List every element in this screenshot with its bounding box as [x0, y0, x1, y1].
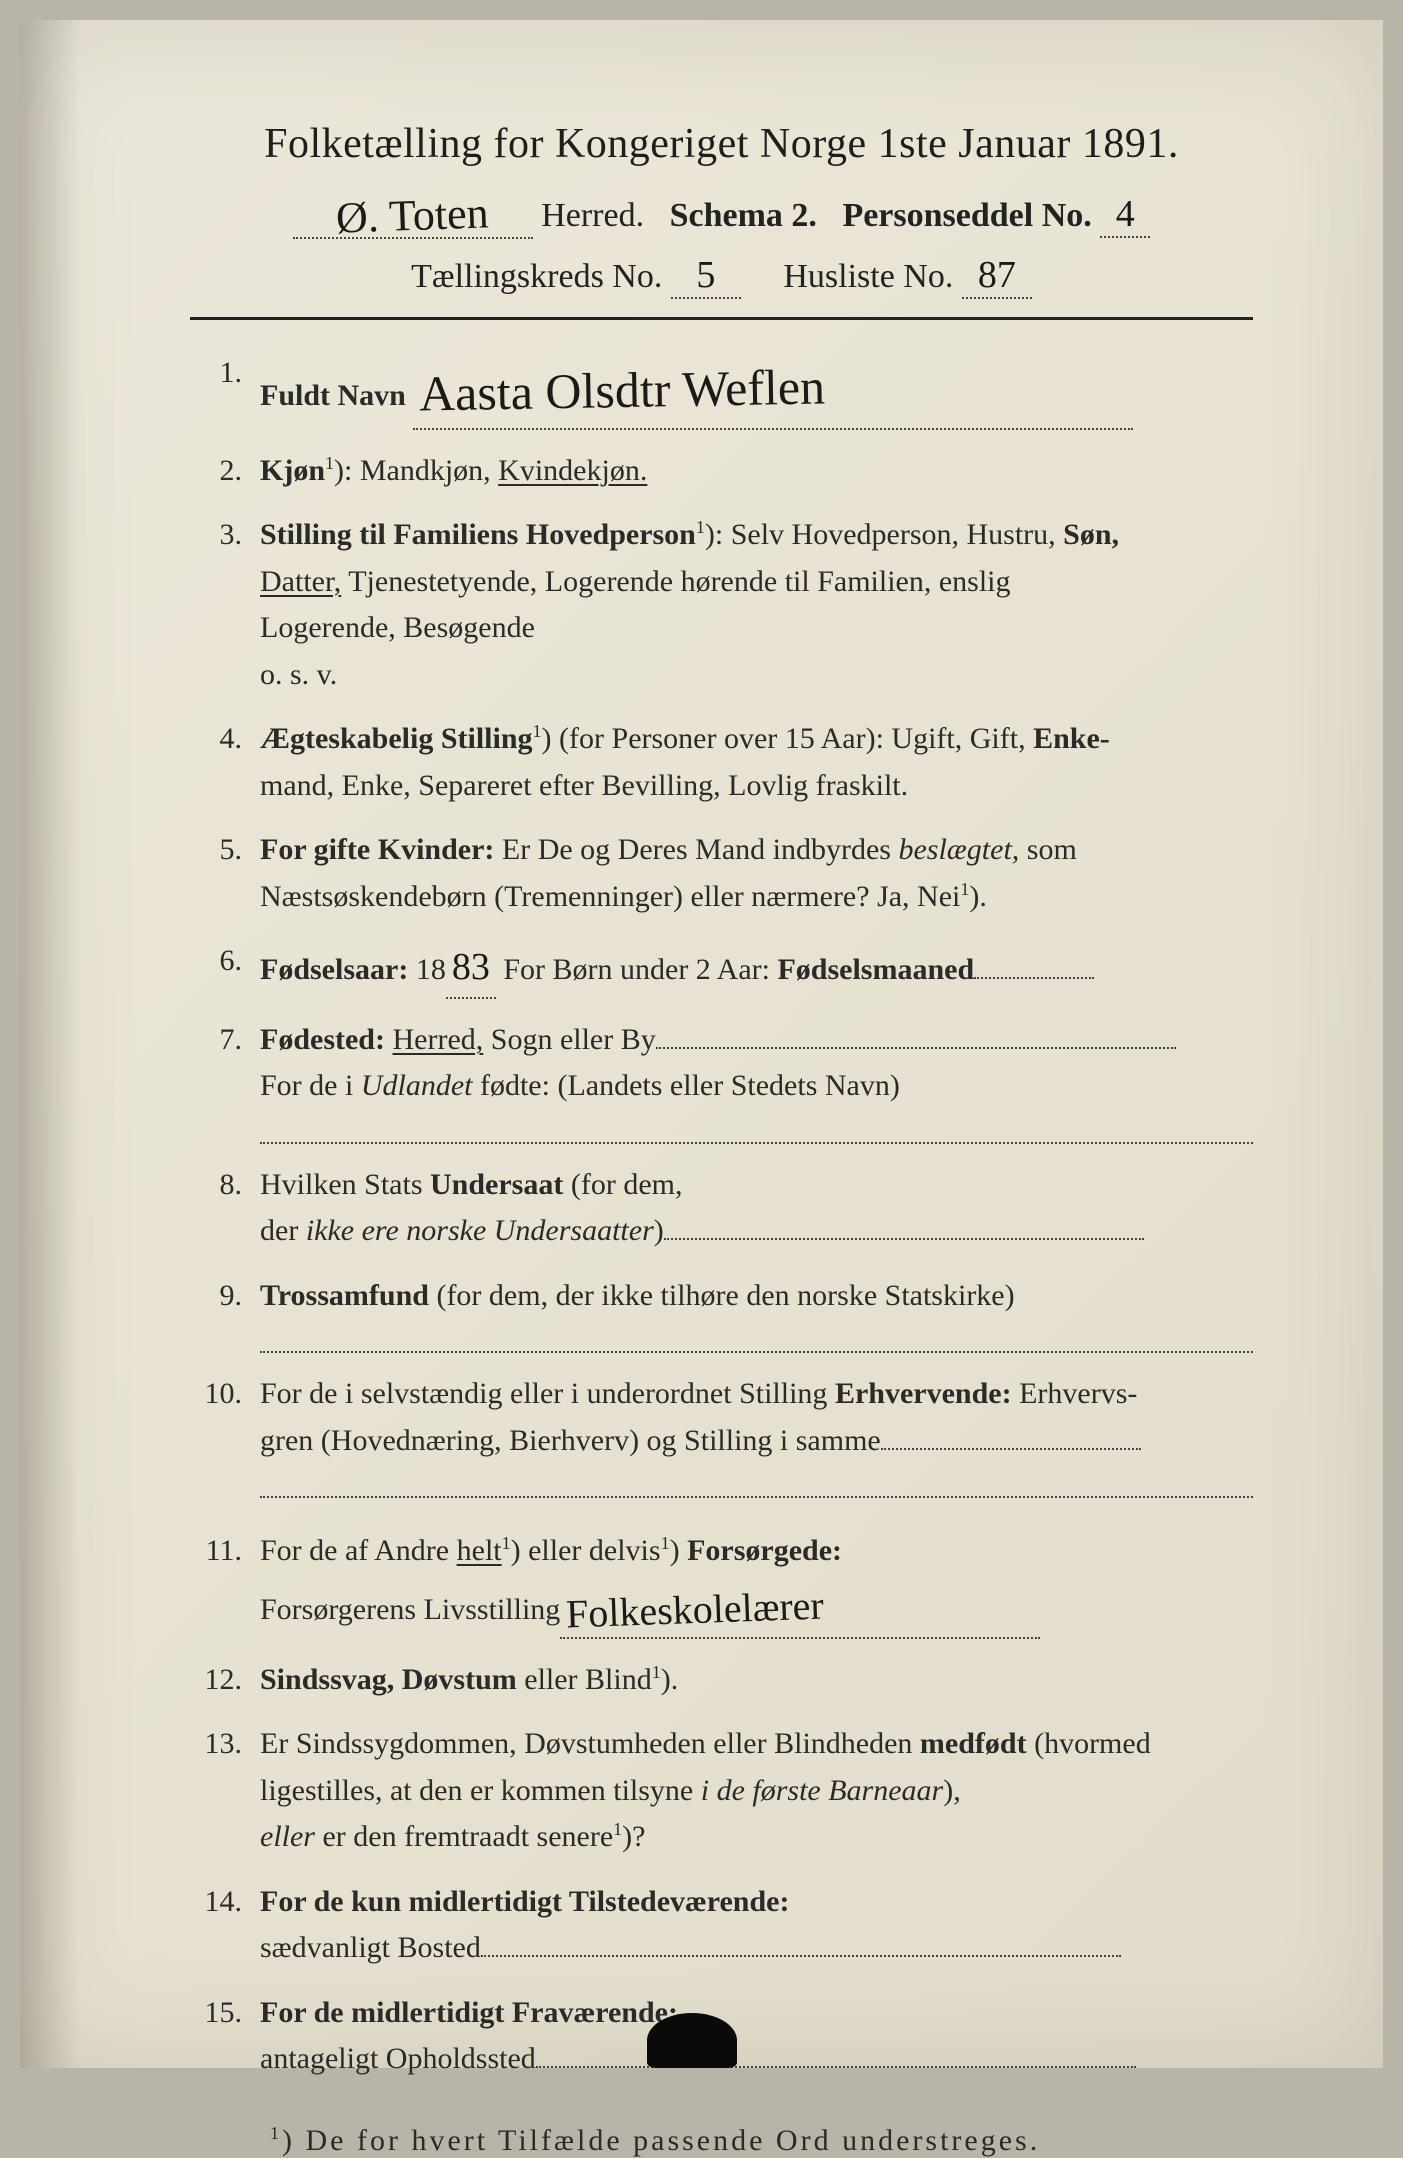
item-6: 6. Fødselsaar: 1883 For Børn under 2 Aar…: [190, 938, 1253, 999]
item-num: 9.: [190, 1273, 260, 1354]
item-num: 6.: [190, 938, 260, 999]
header-row-2: Ø. Toten Herred. Schema 2. Personseddel …: [190, 186, 1253, 239]
item-14: 14. For de kun midlertidigt Tilstedevære…: [190, 1879, 1253, 1972]
herred-handwritten: Ø. Toten: [336, 187, 490, 243]
item-label: Forsørgede:: [687, 1534, 842, 1567]
item-num: 15.: [190, 1990, 260, 2083]
livsstilling-handwritten: Folkeskolelærer: [565, 1574, 825, 1645]
item-num: 10.: [190, 1371, 260, 1498]
item-num: 3.: [190, 512, 260, 698]
item-num: 4.: [190, 716, 260, 809]
kreds-label: Tællingskreds No.: [411, 258, 662, 295]
item-8: 8. Hvilken Stats Undersaat (for dem, der…: [190, 1162, 1253, 1255]
census-form-page: Folketælling for Kongeriget Norge 1ste J…: [20, 20, 1383, 2068]
item-num: 11.: [190, 1528, 260, 1639]
item-9: 9. Trossamfund (for dem, der ikke tilhør…: [190, 1273, 1253, 1354]
item-label: Sindssvag, Døvstum: [260, 1663, 517, 1696]
header-row-3: Tællingskreds No. 5 Husliste No. 87: [190, 253, 1253, 299]
item-1: 1. Fuldt Navn Aasta Olsdtr Weflen: [190, 350, 1253, 430]
husliste-no-handwritten: 87: [978, 253, 1016, 297]
item-num: 1.: [190, 350, 260, 430]
item-num: 5.: [190, 827, 260, 920]
item-label: Erhvervende:: [835, 1377, 1012, 1410]
form-items: 1. Fuldt Navn Aasta Olsdtr Weflen 2. Kjø…: [190, 350, 1253, 2083]
divider-rule: [190, 317, 1253, 320]
item-11: 11. For de af Andre helt1) eller delvis1…: [190, 1528, 1253, 1639]
schema-label: Schema 2.: [670, 197, 817, 234]
item-label: For de kun midlertidigt Tilstedeværende:: [260, 1885, 789, 1918]
herred-label: Herred.: [541, 197, 644, 234]
person-no-handwritten: 4: [1116, 192, 1135, 236]
item-7: 7. Fødested: Herred, Sogn eller By For d…: [190, 1017, 1253, 1144]
item-13: 13. Er Sindssygdommen, Døvstumheden elle…: [190, 1721, 1253, 1861]
main-title: Folketælling for Kongeriget Norge 1ste J…: [190, 120, 1253, 168]
item-12: 12. Sindssvag, Døvstum eller Blind1).: [190, 1657, 1253, 1704]
personseddel-label: Personseddel No.: [842, 197, 1091, 234]
item-label: For de midlertidigt Fraværende:: [260, 1996, 678, 2029]
item-10: 10. For de i selvstændig eller i underor…: [190, 1371, 1253, 1498]
selected-herred: Herred,: [392, 1023, 483, 1056]
item-num: 7.: [190, 1017, 260, 1144]
item-label: medfødt: [920, 1727, 1027, 1760]
item-label: Ægteskabelig Stilling: [260, 722, 533, 755]
selected-kvindekjon: Kvindekjøn.: [498, 454, 647, 487]
item-label: Fødselsaar:: [260, 953, 408, 986]
item-num: 8.: [190, 1162, 260, 1255]
item-label: Undersaat: [430, 1168, 563, 1201]
item-num: 2.: [190, 448, 260, 495]
kreds-no-handwritten: 5: [696, 253, 715, 297]
item-num: 12.: [190, 1657, 260, 1704]
footnote: 1) De for hvert Tilfælde passende Ord un…: [190, 2123, 1253, 2158]
ink-blot: [647, 2013, 737, 2068]
item-num: 13.: [190, 1721, 260, 1861]
item-label: Kjøn: [260, 454, 325, 487]
selected-datter: Datter,: [260, 565, 341, 598]
item-label: Fuldt Navn: [260, 379, 406, 412]
item-label: For gifte Kvinder:: [260, 833, 494, 866]
year-handwritten: 83: [452, 938, 490, 997]
husliste-label: Husliste No.: [783, 258, 953, 295]
item-label: Trossamfund: [260, 1279, 429, 1312]
item-4: 4. Ægteskabelig Stilling1) (for Personer…: [190, 716, 1253, 809]
item-5: 5. For gifte Kvinder: Er De og Deres Man…: [190, 827, 1253, 920]
item-label: Fødested:: [260, 1023, 385, 1056]
item-2: 2. Kjøn1): Mandkjøn, Kvindekjøn.: [190, 448, 1253, 495]
form-header: Folketælling for Kongeriget Norge 1ste J…: [190, 120, 1253, 299]
name-handwritten: Aasta Olsdtr Weflen: [419, 348, 826, 433]
item-3: 3. Stilling til Familiens Hovedperson1):…: [190, 512, 1253, 698]
item-num: 14.: [190, 1879, 260, 1972]
item-label: Stilling til Familiens Hovedperson: [260, 518, 696, 551]
